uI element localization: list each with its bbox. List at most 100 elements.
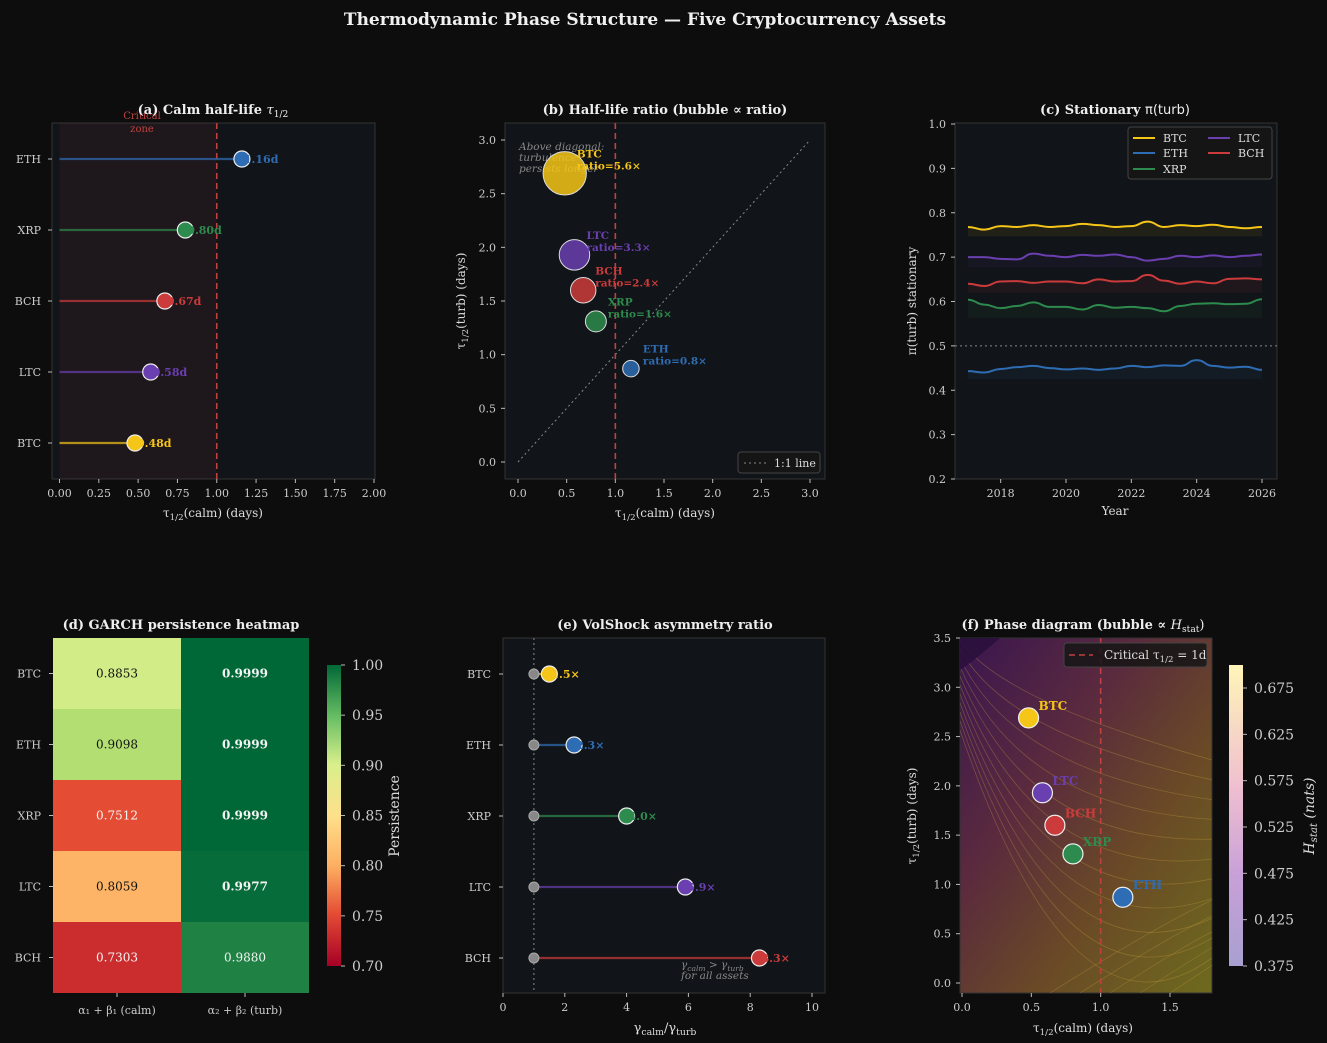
xlabel-b: τ1/2(calm) (days) (615, 506, 715, 523)
colorbar-tick-label: 0.525 (1254, 820, 1294, 836)
colorbar (327, 665, 341, 966)
xtick-label: 1.0 (1092, 1001, 1110, 1014)
legend-label-BTC: BTC (1163, 132, 1187, 145)
colorbar-tick-label: 0.95 (352, 708, 383, 724)
ylabel-b-sub: 1/2 (461, 329, 471, 343)
title-f-suffix: ) (1199, 618, 1204, 633)
ytick-label: 0.5 (929, 340, 947, 353)
xtick-label: 0.25 (87, 487, 112, 500)
xtick-label: 10 (805, 1001, 819, 1014)
colorbar-label-sub: stat (1309, 822, 1320, 842)
xtick-label: 0 (500, 1001, 507, 1014)
line-XRP (967, 298, 1263, 313)
xlabel-c: Year (1101, 504, 1129, 518)
ytick-label: 0.0 (479, 456, 497, 469)
colorbar-tick-label: 0.625 (1254, 727, 1294, 743)
xtick-label: 0.50 (126, 487, 151, 500)
title-c-math: π(turb) (1145, 103, 1190, 118)
ytick-label: 2.5 (934, 731, 952, 744)
figure-title: Thermodynamic Phase Structure — Five Cry… (344, 10, 946, 30)
xlabel-e-part: /γ (664, 1021, 676, 1036)
xlabel-f-sub: 1/2 (1040, 1028, 1054, 1038)
bubble-asset-label-BTC: BTC (577, 148, 602, 160)
line-BTC (967, 220, 1263, 231)
band-ETH (968, 360, 1262, 380)
xlabel-b-part: τ (615, 506, 622, 520)
row-label-ETH: ETH (16, 739, 41, 752)
colorbar-tick-label: 0.90 (352, 758, 383, 774)
contour-line (960, 666, 1212, 820)
base-dot-LTC (528, 881, 540, 893)
cell-ETH-0 (53, 709, 181, 780)
colorbar-tick-label: 1.00 (352, 658, 383, 674)
ytick-LTC: LTC (19, 366, 41, 379)
ytick-label: 2.0 (479, 241, 497, 254)
ytick-label: 3.0 (479, 134, 497, 147)
point-label-BTC: BTC (1039, 699, 1068, 713)
ytick-ETH: ETH (16, 153, 41, 166)
ytick-label: 3.5 (934, 632, 952, 645)
title-f-sub: stat (1182, 625, 1200, 635)
ylabel-b: τ1/2(turb) (days) (454, 253, 471, 350)
ylabel-f: τ1/2(turb) (days) (905, 768, 922, 865)
colorbar-tick-label: 0.675 (1254, 681, 1294, 697)
column-label-0: α₁ + β₁ (calm) (78, 1004, 156, 1017)
cell-XRP-1 (181, 780, 309, 851)
title-f-math: H (1170, 618, 1183, 633)
xtick-label: 2.5 (753, 487, 771, 500)
xtick-label: 8 (747, 1001, 754, 1014)
ytick-label: 1.5 (479, 295, 497, 308)
panel-b-title: (b) Half-life ratio (bubble ∝ ratio) (543, 103, 788, 118)
ytick-label: 1.0 (929, 118, 947, 131)
ytick-label: 0.0 (934, 977, 952, 990)
legend-label-ETH: ETH (1163, 147, 1188, 160)
value-label-ETH: 2.3× (576, 739, 604, 752)
band-BCH (968, 274, 1262, 293)
cell-label-BCH-0: 0.7303 (96, 951, 138, 965)
xtick-label: 2.0 (704, 487, 722, 500)
colorbar-label-part: H (1302, 842, 1318, 856)
ytick-BCH: BCH (15, 295, 41, 308)
colorbar-tick-label: 0.575 (1254, 774, 1294, 790)
line-BCH (967, 273, 1263, 287)
legend-label-LTC: LTC (1238, 132, 1260, 145)
ytick-label: 0.7 (929, 251, 947, 264)
annotation-line: Above diagonal: (518, 141, 604, 153)
ytick-ETH: ETH (466, 739, 491, 752)
dot-LTC (676, 878, 694, 896)
point-BCH (1044, 814, 1066, 836)
bubble-ratio-label-BCH: ratio=2.4× (595, 277, 659, 289)
contour-line (960, 675, 1212, 840)
contour-line-lower (1139, 947, 1212, 993)
colorbar-label: Hstat (nats) (1302, 777, 1320, 855)
line-LTC (967, 252, 1263, 262)
ytick-label: 2.0 (934, 780, 952, 793)
column-label-1: α₂ + β₂ (turb) (208, 1004, 283, 1017)
contour-line (960, 720, 1212, 958)
annotation-2: for all assets (680, 970, 749, 982)
point-label-LTC: LTC (1052, 774, 1078, 788)
title-c-prefix: (c) Stationary (1040, 103, 1145, 118)
legend-label: Critical τ1/2 = 1d (1104, 648, 1207, 665)
xtick-label: 1.00 (205, 487, 230, 500)
bubble-ratio-label-BTC: ratio=5.6× (577, 160, 641, 172)
base-dot-ETH (528, 739, 540, 751)
ytick-label: 3.0 (934, 681, 952, 694)
cell-ETH-1 (181, 709, 309, 780)
value-label-LTC: 0.58d (153, 366, 188, 379)
legend-label-XRP: XRP (1163, 163, 1187, 176)
panel-d-garch-heatmap: 0.8853 0.9999 BTC 0.9098 0.9999 ETH 0.7512 0.99… (15, 618, 403, 1017)
bubble-XRP (584, 310, 607, 333)
plot-area (954, 122, 1278, 480)
contour-line (960, 729, 1212, 983)
colorbar-tick-label: 0.425 (1254, 913, 1294, 929)
xtick-label: 3.0 (801, 487, 819, 500)
contour-line (960, 702, 1212, 909)
bubble-asset-label-LTC: LTC (586, 230, 609, 242)
dot-LTC (142, 363, 160, 381)
xtick-label: 2022 (1117, 487, 1145, 500)
point-ETH (1112, 886, 1134, 908)
xlabel-e-part: γ (634, 1021, 642, 1036)
legend-box (1063, 642, 1208, 668)
